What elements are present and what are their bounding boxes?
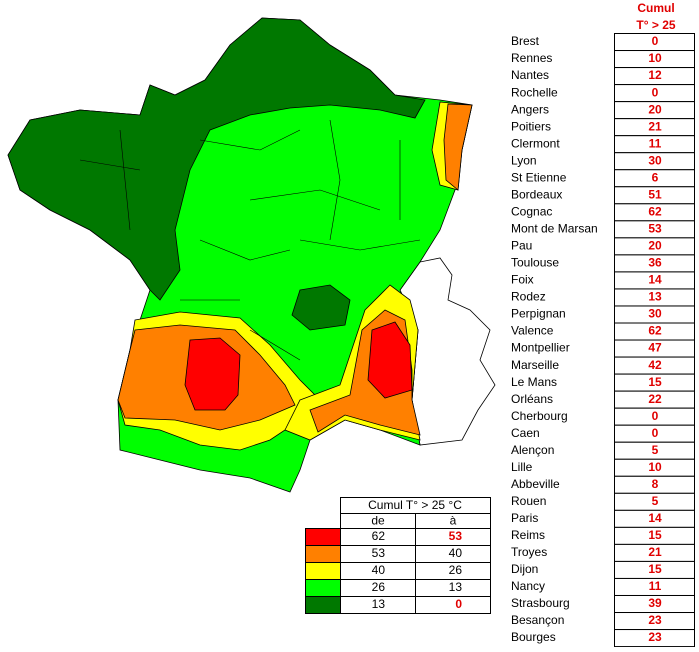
- city-name: Montpellier: [511, 341, 570, 355]
- header-line1: Cumul: [637, 1, 674, 15]
- legend-to: 40: [449, 546, 463, 560]
- legend-swatch: [305, 562, 341, 580]
- city-value: 0: [652, 85, 659, 99]
- legend-swatch: [305, 545, 341, 563]
- city-value: 21: [648, 119, 662, 133]
- city-name: Valence: [511, 324, 554, 338]
- legend-swatch: [305, 528, 341, 546]
- legend-header: à: [450, 514, 457, 528]
- city-value: 15: [648, 528, 662, 542]
- legend-from: 40: [372, 563, 386, 577]
- city-value: 0: [652, 34, 659, 48]
- city-value: 51: [648, 187, 662, 201]
- legend-from: 53: [372, 546, 386, 560]
- city-value: 23: [648, 613, 662, 627]
- city-value: 0: [652, 409, 659, 423]
- city-name: Lyon: [511, 153, 537, 167]
- city-name: Perpignan: [511, 307, 566, 321]
- city-value: 13: [648, 290, 662, 304]
- city-name: Rochelle: [511, 85, 558, 99]
- legend-header: de: [371, 514, 385, 528]
- legend-from: 13: [372, 597, 386, 611]
- city-name: Lille: [511, 460, 533, 474]
- city-name: Orléans: [511, 392, 553, 406]
- city-name: Marseille: [511, 358, 559, 372]
- city-value: 53: [648, 222, 662, 236]
- city-value: 11: [649, 579, 662, 593]
- legend-from: 26: [372, 580, 386, 594]
- city-name: Strasbourg: [511, 596, 570, 610]
- legend-to: 53: [449, 529, 463, 543]
- city-value: 15: [648, 375, 662, 389]
- city-value: 62: [648, 324, 662, 338]
- city-name: Foix: [511, 273, 534, 287]
- city-name: Abbeville: [511, 477, 560, 491]
- city-value: 5: [652, 443, 659, 457]
- city-name: Rouen: [511, 494, 546, 508]
- legend-cell: [415, 596, 491, 614]
- city-value: 0: [652, 426, 659, 440]
- legend-from: 62: [372, 529, 386, 543]
- city-value: 47: [648, 341, 662, 355]
- city-value: 22: [648, 392, 662, 406]
- city-name: Mont de Marsan: [511, 222, 598, 236]
- city-value: 14: [648, 511, 662, 525]
- city-name: Bordeaux: [511, 187, 562, 201]
- legend-to: 0: [455, 597, 462, 611]
- city-name: Paris: [511, 511, 538, 525]
- legend-to: 13: [449, 580, 463, 594]
- city-name: Reims: [511, 528, 545, 542]
- legend-swatch: [305, 596, 341, 614]
- city-value: 30: [648, 307, 662, 321]
- city-name: Dijon: [511, 562, 538, 576]
- city-value: 36: [648, 256, 662, 270]
- legend-swatch: [305, 579, 341, 597]
- city-value: 6: [652, 170, 659, 184]
- city-name: Rennes: [511, 51, 552, 65]
- city-name: Nancy: [511, 579, 545, 593]
- city-value: 21: [648, 545, 662, 559]
- city-name: Besançon: [511, 613, 564, 627]
- city-value: 10: [648, 460, 662, 474]
- city-value: 11: [649, 136, 662, 150]
- city-name: Troyes: [511, 545, 547, 559]
- legend: Cumul T° > 25 °C de à 62 53 53 40 40 26 26 13 13 0: [305, 497, 491, 614]
- city-value: 10: [648, 51, 662, 65]
- city-value: 23: [648, 630, 662, 644]
- city-name: Alençon: [511, 443, 554, 457]
- legend-title: Cumul T° > 25 °C: [368, 498, 462, 512]
- header-line2: T° > 25: [636, 18, 675, 32]
- city-name: Poitiers: [511, 119, 551, 133]
- city-value: 30: [648, 153, 662, 167]
- city-name: Cognac: [511, 204, 552, 218]
- city-value: 12: [648, 68, 662, 82]
- legend-to: 26: [449, 563, 463, 577]
- city-name: Caen: [511, 426, 540, 440]
- city-value: 15: [648, 562, 662, 576]
- city-value: 62: [648, 204, 662, 218]
- city-name: Rodez: [511, 290, 546, 304]
- city-name: Pau: [511, 239, 532, 253]
- city-name: Bourges: [511, 630, 556, 644]
- city-value: 8: [652, 477, 659, 491]
- city-name: Clermont: [511, 136, 560, 150]
- city-value: 20: [648, 239, 662, 253]
- city-table: Brest 0 Rennes 10 Nantes 12 Rochelle 0 Angers 20 P…: [511, 33, 695, 648]
- city-name: Cherbourg: [511, 409, 568, 423]
- city-value: 20: [648, 102, 662, 116]
- city-name: Angers: [511, 102, 549, 116]
- city-value: 39: [648, 596, 662, 610]
- map: [7, 17, 496, 493]
- city-name: Nantes: [511, 68, 549, 82]
- city-name: Brest: [511, 34, 540, 48]
- city-value: 42: [648, 358, 662, 372]
- city-name: Toulouse: [511, 256, 559, 270]
- city-value: 14: [648, 273, 662, 287]
- city-value: 5: [652, 494, 659, 508]
- city-name: Le Mans: [511, 375, 557, 389]
- city-name: St Etienne: [511, 170, 567, 184]
